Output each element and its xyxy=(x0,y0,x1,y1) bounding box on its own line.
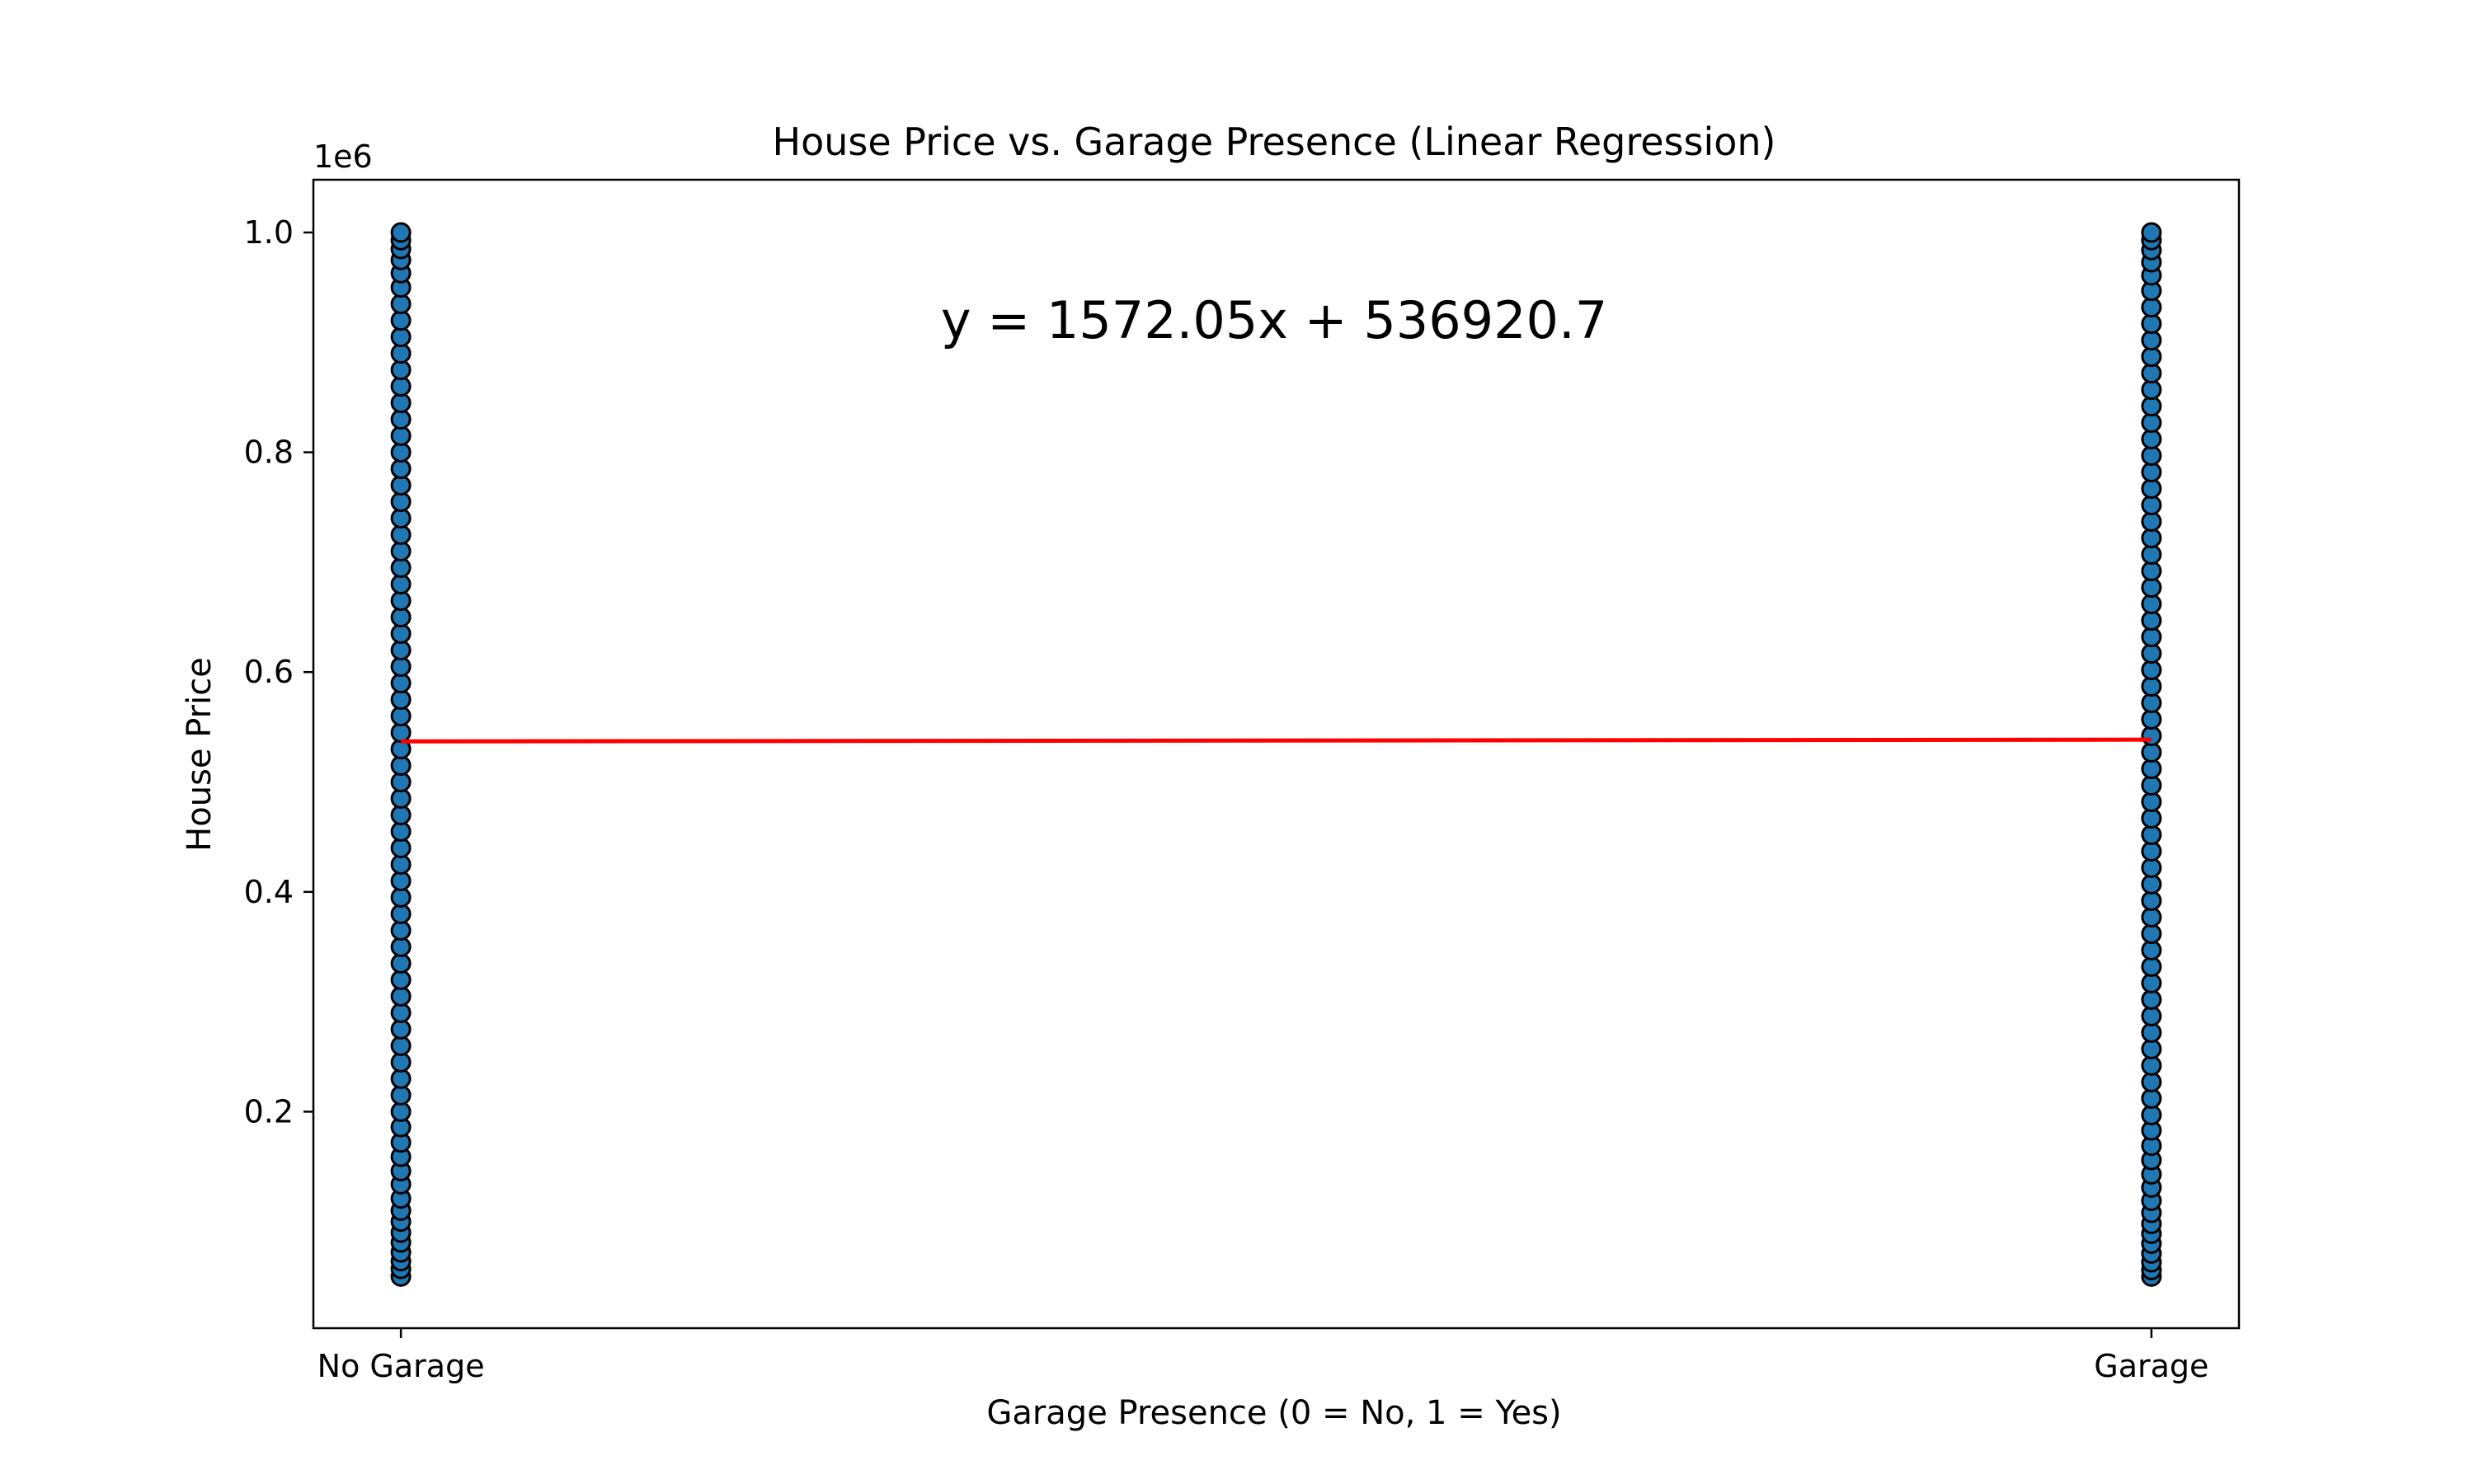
regression-line xyxy=(401,740,2152,741)
y-tick-label: 0.8 xyxy=(244,434,294,471)
chart-title: House Price vs. Garage Presence (Linear … xyxy=(773,120,1776,164)
x-axis-label: Garage Presence (0 = No, 1 = Yes) xyxy=(986,1394,1561,1432)
y-offset-label: 1e6 xyxy=(313,139,373,175)
y-tick-label: 0.4 xyxy=(244,874,294,910)
y-tick-label: 0.6 xyxy=(244,654,294,690)
x-tick-label: No Garage xyxy=(317,1348,485,1384)
plot-frame xyxy=(313,180,2239,1328)
x-tick-label: Garage xyxy=(2094,1348,2208,1384)
scatter-point xyxy=(2142,223,2161,242)
x-axis-ticks: No Garage Garage xyxy=(317,1328,2209,1384)
y-axis-ticks: 0.2 0.4 0.6 0.8 1.0 xyxy=(244,214,313,1129)
y-tick-label: 1.0 xyxy=(244,214,294,251)
scatter-points xyxy=(392,223,2161,1285)
y-axis-label: House Price xyxy=(181,657,219,852)
regression-equation: y = 1572.05x + 536920.7 xyxy=(941,290,1607,350)
y-tick-label: 0.2 xyxy=(244,1093,294,1129)
scatter-point xyxy=(392,223,410,242)
